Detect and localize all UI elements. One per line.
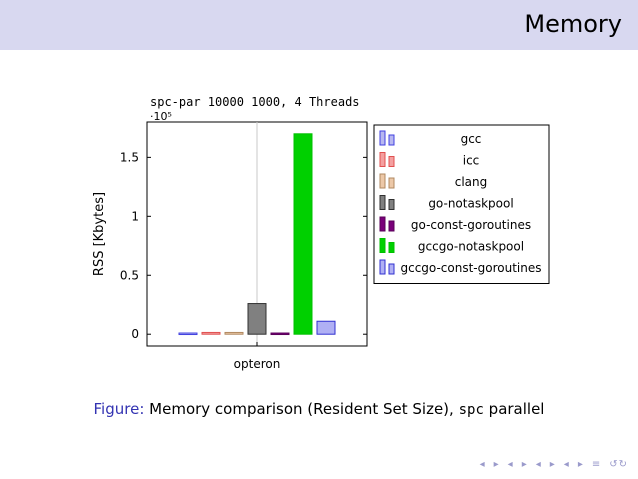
y-scale-label: ·10⁵ xyxy=(150,110,172,123)
legend-box xyxy=(373,124,550,284)
nav-doc-next-icon[interactable]: ▸ xyxy=(577,459,584,470)
legend-swatch-small-gcc xyxy=(388,134,395,146)
nav-menu-icon[interactable]: ≡ xyxy=(591,459,602,470)
nav-frame-next-icon[interactable]: ▸ xyxy=(493,459,500,470)
x-tick-label: opteron xyxy=(234,357,281,371)
legend-swatch-small-icc xyxy=(388,156,395,167)
legend-label-gccgo-const-goroutines: gccgo-const-goroutines xyxy=(400,261,541,275)
figure-caption: Figure: Memory comparison (Resident Set … xyxy=(0,400,638,418)
legend-swatch-clang xyxy=(379,173,386,189)
y-tick-label: 0.5 xyxy=(120,268,139,282)
bar-gcc xyxy=(178,332,198,336)
legend-swatch-gcc xyxy=(379,130,386,146)
caption-text: Memory comparison (Resident Set Size), xyxy=(149,400,454,418)
legend-swatch-go-const-goroutines xyxy=(379,216,386,232)
chart-title: spc-par 10000 1000, 4 Threads xyxy=(150,95,360,109)
legend-label-gccgo-notaskpool: gccgo-notaskpool xyxy=(418,240,524,254)
legend-swatch-small-clang xyxy=(388,177,395,189)
legend-label-clang: clang xyxy=(455,175,488,189)
y-tick-label: 1 xyxy=(131,209,139,223)
legend-swatch-gccgo-notaskpool xyxy=(379,238,386,253)
nav-section-prev-icon[interactable]: ◂ xyxy=(535,459,542,470)
bar-clang xyxy=(224,331,244,335)
legend-swatch-small-go-const-goroutines xyxy=(388,220,395,232)
caption-tail: parallel xyxy=(488,400,545,418)
y-axis-label: RSS [Kbytes] xyxy=(92,192,107,276)
slide-header: Memory xyxy=(0,0,638,50)
bar-go-const-goroutines xyxy=(270,332,290,336)
bar-chart: 0 0.5 1 1.5 opteron spc-par 10000 1000, 4 Thr… xyxy=(92,95,550,371)
y-tick-label: 0 xyxy=(131,327,139,341)
slide-title: Memory xyxy=(524,10,622,38)
bar-gccgo-notaskpool xyxy=(293,133,313,335)
beamer-navigation: ◂ ▸ ◂ ▸ ◂ ▸ ◂ ▸ ≡ ↺↻ xyxy=(480,459,628,470)
nav-doc-prev-icon[interactable]: ◂ xyxy=(563,459,570,470)
nav-subsection-prev-icon[interactable]: ◂ xyxy=(507,459,514,470)
nav-section-next-icon[interactable]: ▸ xyxy=(549,459,556,470)
nav-subsection-next-icon[interactable]: ▸ xyxy=(521,459,528,470)
bar-gccgo-const-goroutines xyxy=(316,320,336,335)
bar-icc xyxy=(201,331,221,335)
nav-search-icon[interactable]: ↺↻ xyxy=(609,459,628,470)
legend-label-go-const-goroutines: go-const-goroutines xyxy=(411,218,531,232)
bar-go-notaskpool xyxy=(247,303,267,335)
legend-label-gcc: gcc xyxy=(461,132,482,146)
nav-frame-prev-icon[interactable]: ◂ xyxy=(479,459,486,470)
legend-swatch-gccgo-const-goroutines xyxy=(379,259,386,275)
legend-label-icc: icc xyxy=(463,154,480,168)
legend-swatch-small-go-notaskpool xyxy=(388,199,395,210)
legend-swatch-icc xyxy=(379,152,386,167)
caption-mono: spc xyxy=(458,402,484,418)
caption-label: Figure: xyxy=(93,400,145,418)
legend-swatch-go-notaskpool xyxy=(379,195,386,210)
y-tick-label: 1.5 xyxy=(120,150,139,164)
legend-swatch-small-gccgo-const-goroutines xyxy=(388,263,395,275)
legend-swatch-small-gccgo-notaskpool xyxy=(388,242,395,253)
legend-label-go-notaskpool: go-notaskpool xyxy=(428,197,513,211)
